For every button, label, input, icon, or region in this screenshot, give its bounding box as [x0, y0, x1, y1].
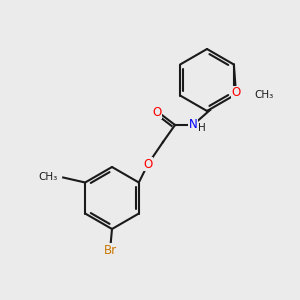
- Text: O: O: [143, 158, 153, 170]
- Text: H: H: [198, 123, 206, 133]
- Text: N: N: [189, 118, 197, 131]
- Text: O: O: [152, 106, 162, 118]
- Text: O: O: [231, 86, 241, 100]
- Text: CH₃: CH₃: [38, 172, 57, 182]
- Text: CH₃: CH₃: [254, 90, 273, 100]
- Text: Br: Br: [103, 244, 117, 257]
